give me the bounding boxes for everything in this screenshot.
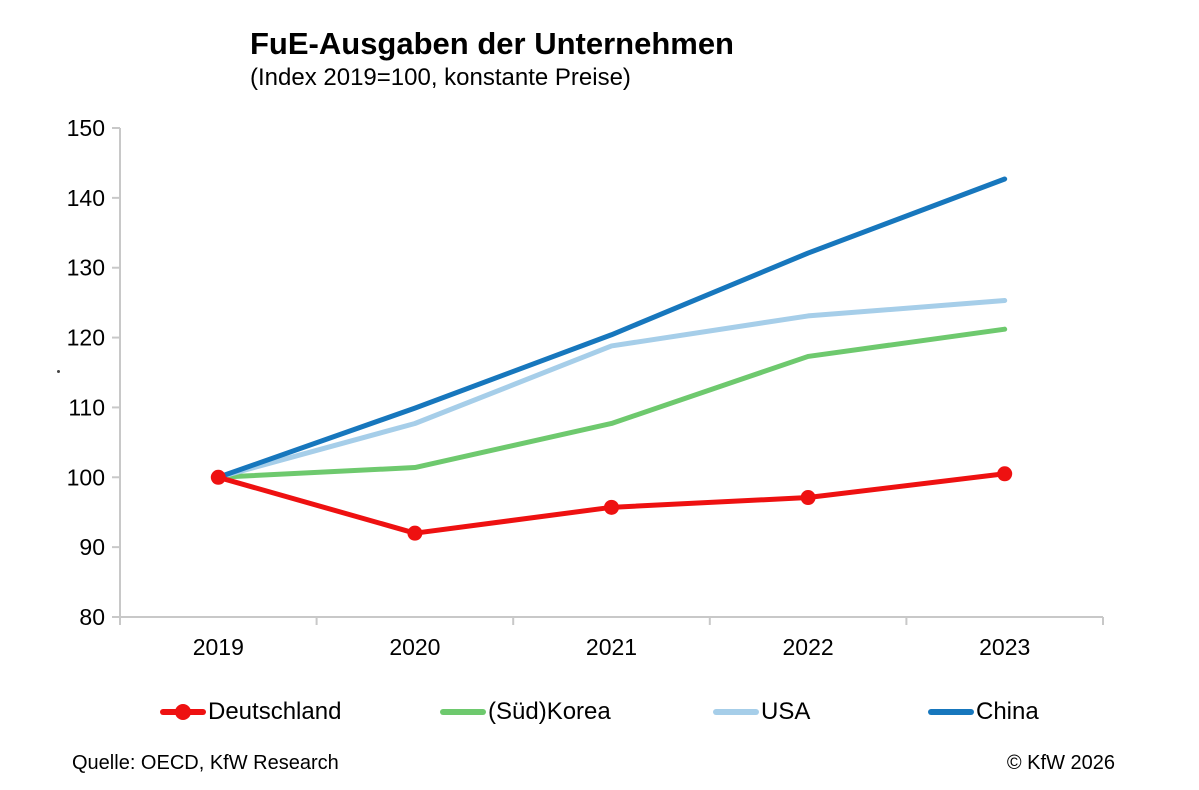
chart-subtitle: (Index 2019=100, konstante Preise) <box>250 63 631 91</box>
legend-item-china: China <box>928 697 1039 727</box>
legend-item-usa: USA <box>713 697 810 727</box>
legend-label: Deutschland <box>208 698 342 725</box>
legend-swatch-darkblue-line <box>928 709 974 715</box>
legend-swatch-red-line <box>160 704 206 720</box>
chart-legend: Deutschland (Süd)Korea USA China <box>0 697 1199 727</box>
legend-label: USA <box>761 698 811 725</box>
line-chart: 80 90 100 110 120 130 140 150 2019 2020 2021 2022 20… <box>67 115 1104 660</box>
x-axis-tick-label: 2021 <box>586 634 637 660</box>
legend-red-marker-icon <box>175 704 191 720</box>
y-axis-tick-label: 150 <box>67 115 105 141</box>
series-line-china <box>215 176 1008 480</box>
stray-dot-artifact <box>57 370 60 373</box>
data-point-marker <box>997 466 1013 482</box>
chart-title: FuE-Ausgaben der Unternehmen <box>250 26 734 61</box>
copyright-note: © KfW 2026 <box>1006 752 1115 774</box>
series-line--s-d-korea <box>215 326 1008 480</box>
data-point-marker <box>604 499 619 515</box>
y-axis-tick-label: 100 <box>67 464 105 490</box>
x-axis-tick-label: 2020 <box>389 634 440 660</box>
series-line-usa <box>215 298 1008 480</box>
x-axis-tick-label: 2019 <box>193 634 244 660</box>
legend-label: (Süd)Korea <box>488 698 611 725</box>
y-axis-tick-label: 110 <box>68 394 105 420</box>
source-note: Quelle: OECD, KfW Research <box>72 752 339 774</box>
data-point-marker <box>800 490 816 506</box>
legend-label: China <box>976 698 1039 725</box>
legend-item-suedkorea: (Süd)Korea <box>440 697 611 727</box>
data-point-marker <box>210 469 226 485</box>
y-axis-tick-label: 120 <box>67 325 105 351</box>
x-axis-tick-label: 2023 <box>979 634 1030 660</box>
y-axis-tick-label: 140 <box>67 185 105 211</box>
y-axis-tick-label: 130 <box>67 255 105 281</box>
y-axis-tick-label: 80 <box>79 604 105 630</box>
legend-item-deutschland: Deutschland <box>160 697 341 727</box>
data-point-marker <box>407 525 423 541</box>
chart-header: FuE-Ausgaben der Unternehmen (Index 2019… <box>250 26 734 92</box>
y-axis-tick-label: 90 <box>79 534 105 560</box>
legend-swatch-green-line <box>440 709 486 715</box>
x-axis-tick-label: 2022 <box>783 634 834 660</box>
legend-swatch-lightblue-line <box>713 709 759 715</box>
